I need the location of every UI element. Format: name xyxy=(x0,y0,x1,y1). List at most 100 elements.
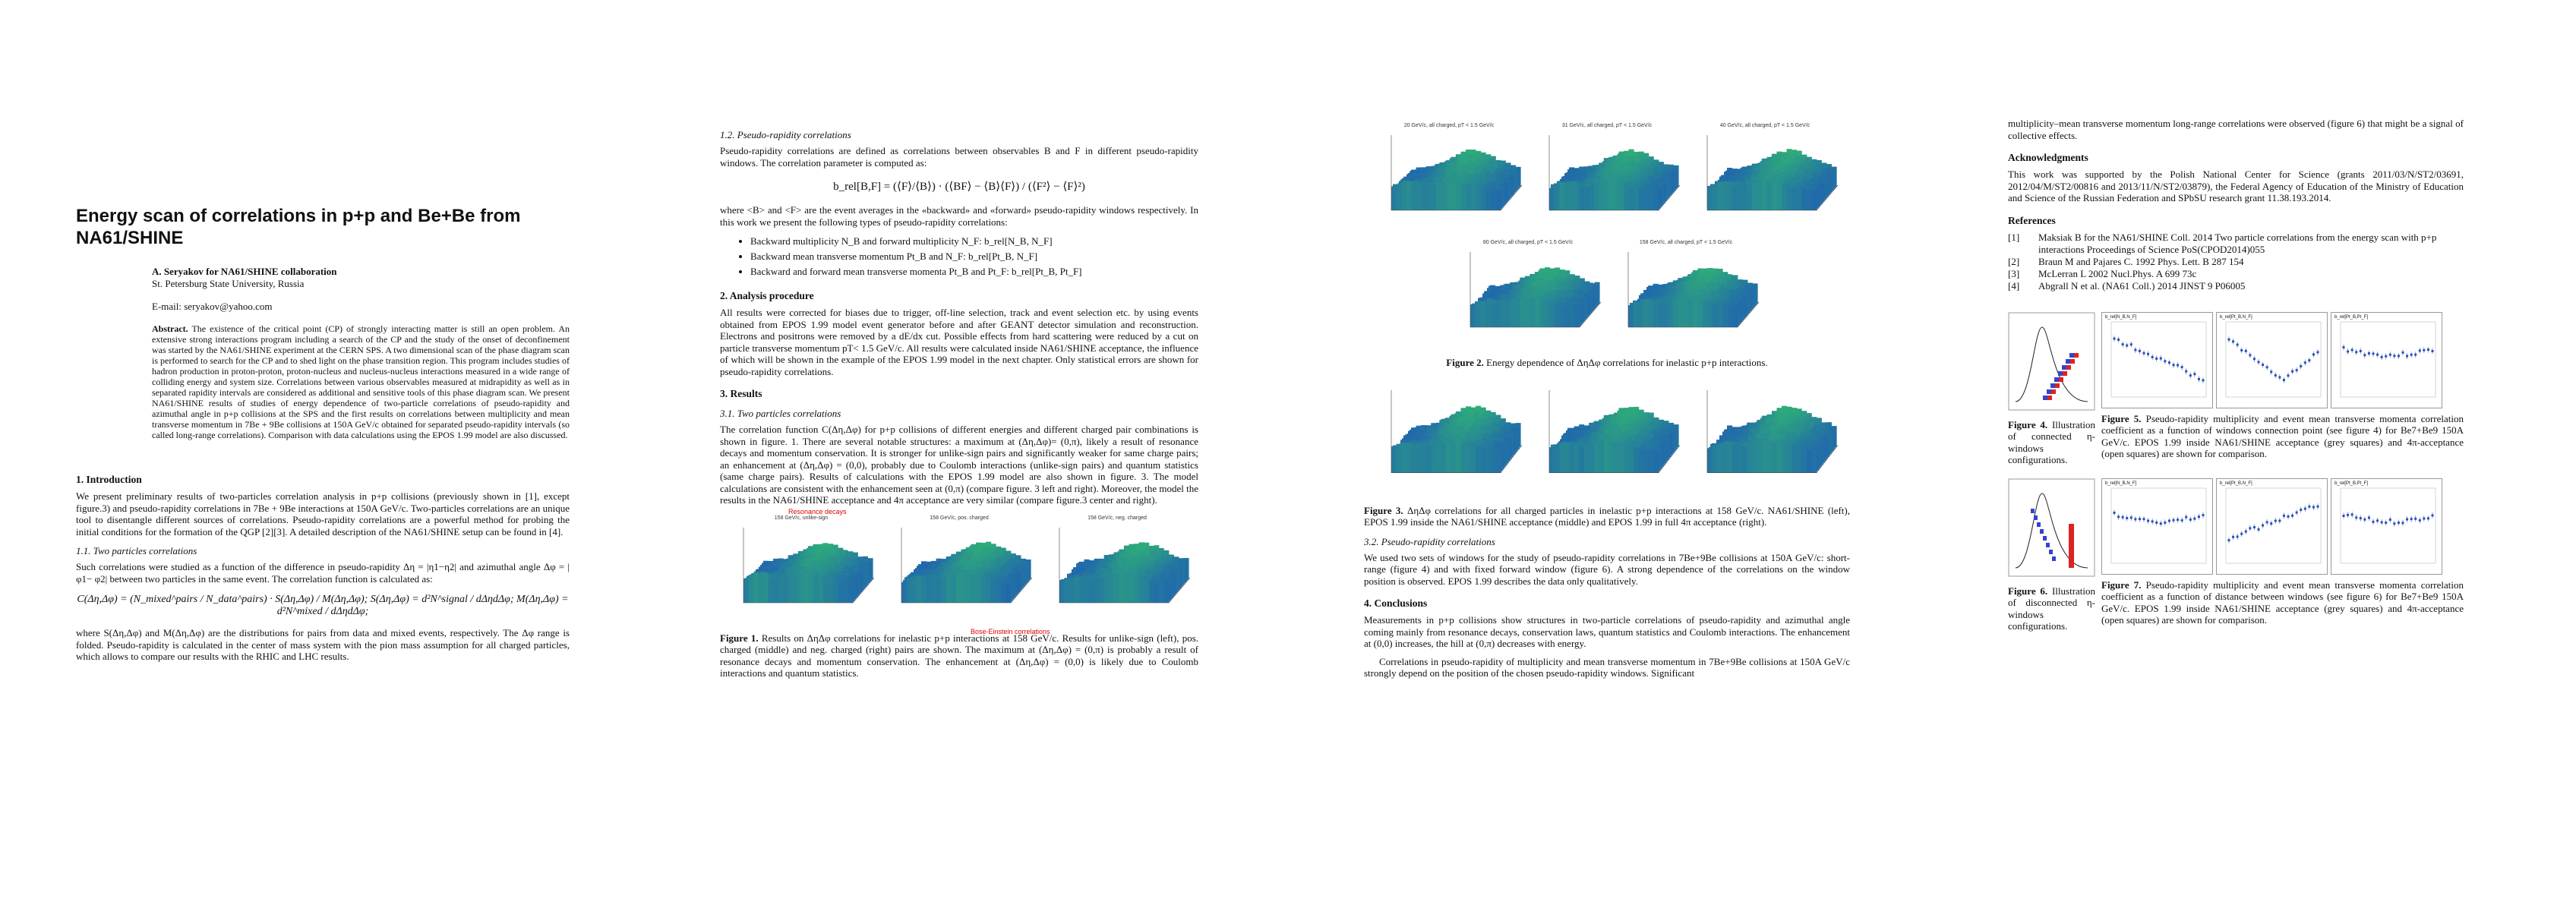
window-block xyxy=(2062,364,2066,370)
surface-cell xyxy=(1648,301,1654,327)
surface-axis xyxy=(1706,135,1839,211)
figure-6-caption: Figure 6. Illustration of disconnected η… xyxy=(2008,585,2095,632)
surface-cell xyxy=(1391,446,1397,473)
figure-6-7-row: Figure 6. Illustration of disconnected η… xyxy=(2008,478,2464,638)
figure-3 xyxy=(1364,374,1850,500)
surface-plot-image xyxy=(1059,527,1191,603)
surface-cell xyxy=(1460,182,1466,210)
surface-cell xyxy=(1786,185,1792,210)
surface-cell xyxy=(1747,443,1753,473)
figure-5: b_rel[N_B,N_F] b_rel[Pt_B,N_F] b_rel[Pt_… xyxy=(2101,311,2464,472)
surface-cell xyxy=(1643,449,1649,473)
caption-label: Figure 6. xyxy=(2008,585,2048,597)
surface-cell xyxy=(1559,443,1565,473)
surface-cell xyxy=(1583,187,1589,210)
surface-cell xyxy=(1628,305,1634,327)
section-analysis-text: All results were corrected for biases du… xyxy=(720,307,1198,377)
ref-number: [2] xyxy=(2008,255,2020,267)
section-introduction-title: 1. Introduction xyxy=(76,474,142,485)
correlation-types-list: Backward multiplicity N_B and forward mu… xyxy=(720,234,1198,279)
surface-cell xyxy=(1554,446,1560,473)
section-3-2-text: We used two sets of windows for the stud… xyxy=(1364,551,1850,587)
surface-cell xyxy=(1421,185,1427,210)
figure-2-row-1: 20 GeV/c, all charged, pT < 1.5 GeV/c 31… xyxy=(1364,121,1850,235)
surface-cell xyxy=(1401,182,1407,210)
figure-3-panel-epos-acc xyxy=(1531,374,1683,500)
author-name: A. Seryakov for NA61/SHINE collaboration xyxy=(152,266,337,277)
page-3: 20 GeV/c, all charged, pT < 1.5 GeV/c 31… xyxy=(1288,0,1932,911)
surface-cell xyxy=(1466,184,1472,210)
surface-cell xyxy=(808,572,814,603)
acknowledgments-title: Acknowledgments xyxy=(2008,152,2088,163)
plot-frame xyxy=(2225,321,2322,397)
surface-cell xyxy=(1480,187,1486,210)
window-block xyxy=(2051,389,2056,394)
surface-cell xyxy=(1435,443,1441,473)
surface-cell xyxy=(1134,573,1140,603)
surface-cell xyxy=(1391,186,1397,210)
references-title: References xyxy=(2008,214,2056,226)
surface-cell xyxy=(1693,296,1699,327)
surface-cell xyxy=(1069,578,1075,603)
surface-cell xyxy=(1411,444,1417,473)
surface-cell xyxy=(1579,187,1585,210)
window-block xyxy=(2070,358,2075,364)
surface-axis xyxy=(1391,389,1523,473)
surface-cell xyxy=(1618,440,1624,473)
surface-cell xyxy=(1589,444,1595,473)
surface-axis xyxy=(1391,135,1523,211)
plot-frame xyxy=(2110,321,2207,397)
window-block xyxy=(2034,515,2038,520)
figure-7: b_rel[N_B,N_F] b_rel[Pt_B,N_F] b_rel[Pt_… xyxy=(2101,478,2464,638)
surface-cell xyxy=(961,572,967,603)
surface-cell xyxy=(783,577,789,603)
surface-cell xyxy=(986,577,992,603)
figure-7-panel-nn: b_rel[N_B,N_F] xyxy=(2101,478,2213,575)
window-block xyxy=(2047,395,2052,400)
surface-cell xyxy=(941,576,947,603)
surface-cell xyxy=(1441,442,1447,473)
surface-plot-image xyxy=(743,527,875,603)
surface-cell xyxy=(1722,305,1728,327)
surface-cell xyxy=(822,576,829,603)
window-block xyxy=(2054,377,2059,382)
figure-3-caption: Figure 3. ΔηΔφ correlations for all char… xyxy=(1364,505,1850,528)
surface-cell xyxy=(1697,298,1703,327)
surface-cell xyxy=(936,578,942,603)
caption-text: Pseudo-rapidity multiplicity and event m… xyxy=(2101,578,2464,626)
section-3-1-title: 3.1. Two particles correlations xyxy=(720,408,841,419)
caption-text: Illustration of disconnected η-windows c… xyxy=(2008,585,2096,632)
surface-cell xyxy=(1485,189,1492,210)
surface-cell xyxy=(1653,190,1659,210)
panel-title: 80 GeV/c, all charged, pT < 1.5 GeV/c xyxy=(1482,240,1574,245)
surface-cell xyxy=(1005,583,1012,603)
surface-cell xyxy=(1569,305,1575,327)
surface-cell xyxy=(1446,179,1452,210)
surface-cell xyxy=(1776,440,1782,473)
figure-3-panel-na61 xyxy=(1373,374,1525,500)
section-introduction-text: We present preliminary results of two-pa… xyxy=(76,490,570,537)
list-item: Backward multiplicity N_B and forward mu… xyxy=(750,234,1198,249)
ref-text: Abgrall N et al. (NA61 Coll.) 2014 JINST… xyxy=(2038,279,2246,292)
surface-cell xyxy=(1475,301,1481,327)
figure-5-panel-ptpt: b_rel[Pt_B,Pt_F] xyxy=(2331,311,2442,408)
surface-cell xyxy=(1406,443,1412,473)
caption-label: Figure 3. xyxy=(1364,504,1403,516)
surface-cell xyxy=(1762,440,1768,473)
surface-cell xyxy=(1737,185,1743,210)
surface-cell xyxy=(1564,306,1571,327)
surface-cell xyxy=(1154,582,1160,603)
surface-cell xyxy=(1564,183,1570,210)
surface-cell xyxy=(926,578,932,603)
surface-cell xyxy=(1634,446,1640,473)
surface-cell xyxy=(1608,440,1615,473)
surface-cell xyxy=(1470,183,1476,210)
surface-cell xyxy=(1435,181,1441,210)
affiliation: St. Petersburg State University, Russia xyxy=(152,278,305,289)
surface-cell xyxy=(1446,440,1452,473)
surface-cell xyxy=(1129,572,1135,603)
list-item: [4] Abgrall N et al. (NA61 Coll.) 2014 JI… xyxy=(2008,280,2464,292)
surface-cell xyxy=(818,574,824,603)
surface-cell xyxy=(828,577,834,603)
panel-label: b_rel[Pt_B,N_F] xyxy=(2220,481,2252,486)
